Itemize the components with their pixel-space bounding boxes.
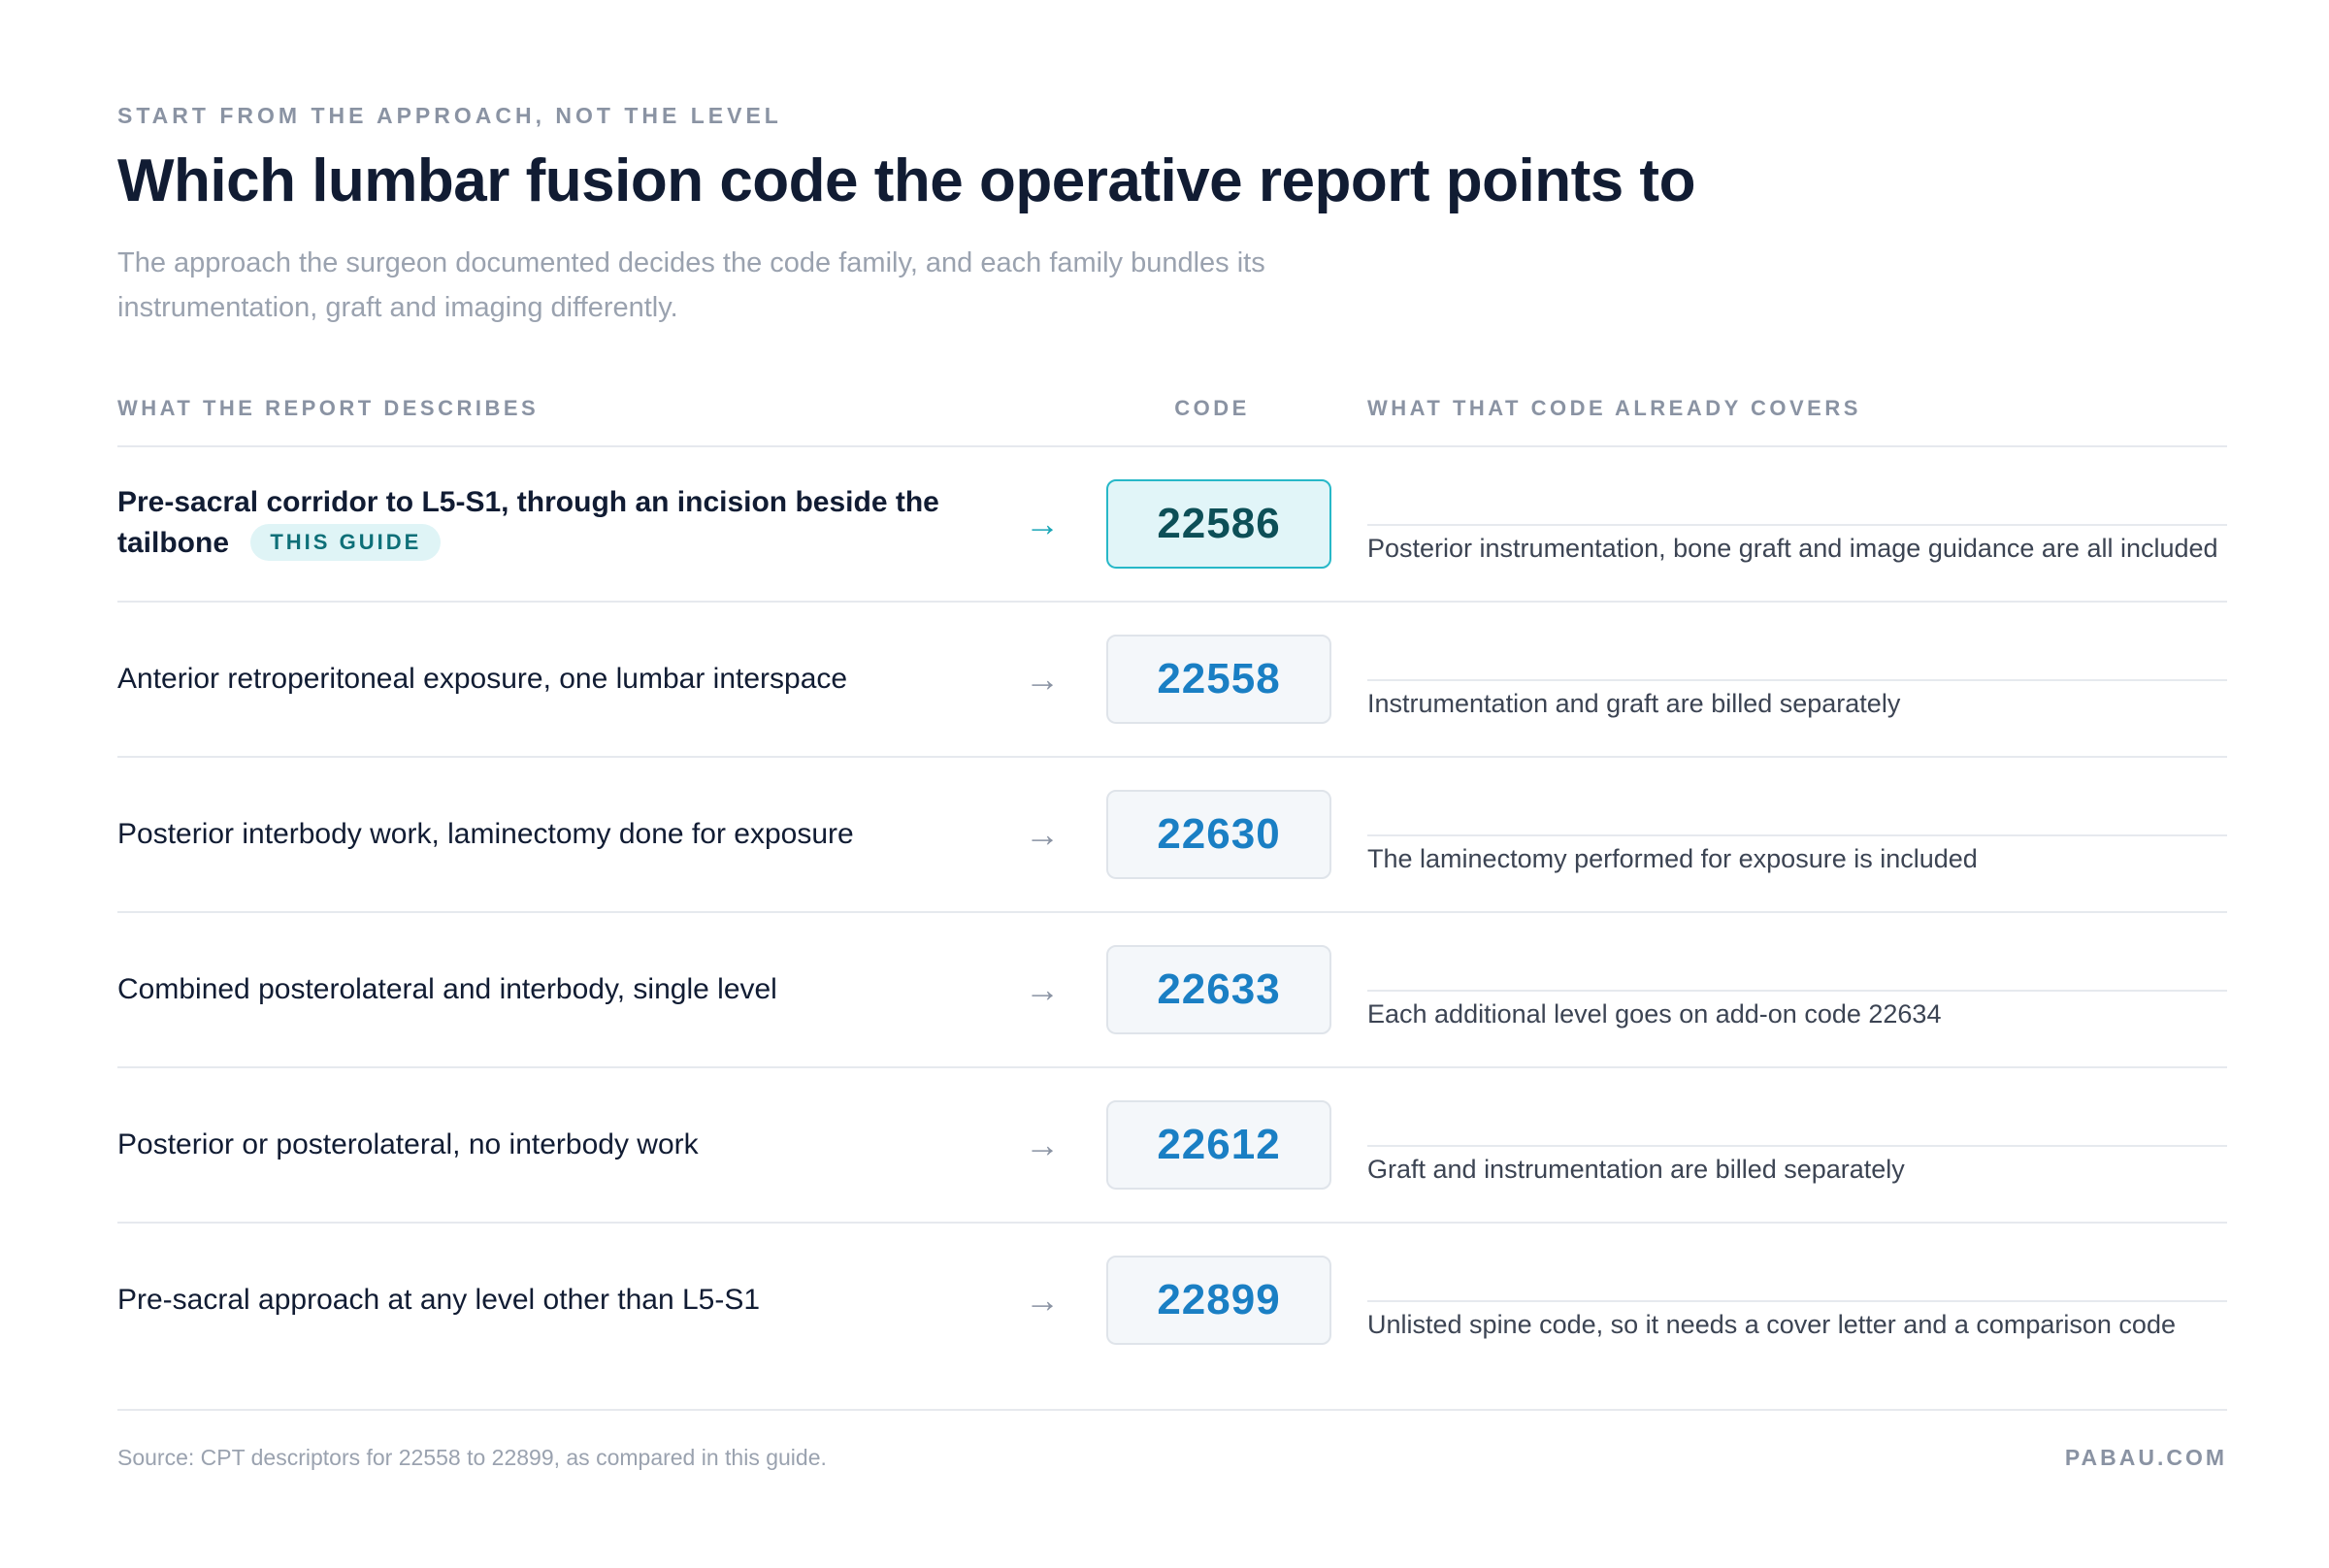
page-title: Which lumbar fusion code the operative r…: [117, 147, 1695, 214]
column-header-describes: WHAT THE REPORT DESCRIBES: [117, 396, 540, 420]
row-description: Pre-sacral approach at any level other t…: [117, 1284, 761, 1316]
row-description: Posterior interbody work, laminectomy do…: [117, 818, 854, 850]
code-table: Pre-sacral corridor to L5-S1, through an…: [117, 445, 2227, 1377]
table-row: Pre-sacral approach at any level other t…: [117, 1222, 2227, 1377]
table-row: Posterior interbody work, laminectomy do…: [117, 756, 2227, 911]
row-description: Anterior retroperitoneal exposure, one l…: [117, 663, 848, 695]
code-chip: 22558: [1106, 635, 1331, 724]
page-subtitle: The approach the surgeon documented deci…: [117, 247, 1265, 323]
row-description-text: Pre-sacral corridor to L5-S1, through an…: [117, 486, 939, 559]
footer-divider: [117, 1409, 2227, 1411]
eyebrow: START FROM THE APPROACH, NOT THE LEVEL: [117, 103, 782, 128]
row-covers: Graft and instrumentation are billed sep…: [1367, 1145, 2227, 1186]
table-row: Pre-sacral corridor to L5-S1, through an…: [117, 445, 2227, 601]
table-row: Anterior retroperitoneal exposure, one l…: [117, 601, 2227, 756]
arrow-right-icon: →: [1025, 504, 1060, 543]
brand-link[interactable]: PABAU.COM: [2064, 1445, 2227, 1470]
row-covers: The laminectomy performed for exposure i…: [1367, 834, 2227, 875]
table-row: Posterior or posterolateral, no interbod…: [117, 1066, 2227, 1222]
table-header: WHAT THE REPORT DESCRIBES CODE WHAT THAT…: [117, 396, 2227, 433]
code-chip: 22630: [1106, 790, 1331, 879]
arrow-right-icon: →: [1025, 1280, 1060, 1320]
source-note: Source: CPT descriptors for 22558 to 228…: [117, 1445, 827, 1470]
row-description: Pre-sacral corridor to L5-S1, through an…: [117, 482, 991, 564]
arrow-right-icon: →: [1025, 659, 1060, 699]
code-chip: 22586: [1106, 479, 1331, 569]
row-description: Posterior or posterolateral, no interbod…: [117, 1128, 699, 1160]
row-covers: Each additional level goes on add-on cod…: [1367, 990, 2227, 1030]
column-header-code: CODE: [1174, 396, 1250, 420]
table-row: Combined posterolateral and interbody, s…: [117, 911, 2227, 1066]
code-chip: 22612: [1106, 1100, 1331, 1190]
row-covers: Instrumentation and graft are billed sep…: [1367, 679, 2227, 720]
row-description: Combined posterolateral and interbody, s…: [117, 973, 777, 1005]
column-header-covers: WHAT THAT CODE ALREADY COVERS: [1367, 396, 1861, 420]
code-chip: 22899: [1106, 1256, 1331, 1345]
arrow-right-icon: →: [1025, 969, 1060, 1009]
arrow-right-icon: →: [1025, 814, 1060, 854]
row-covers: Unlisted spine code, so it needs a cover…: [1367, 1300, 2227, 1341]
row-covers: Posterior instrumentation, bone graft an…: [1367, 524, 2227, 565]
this-guide-badge: THIS GUIDE: [250, 524, 442, 561]
code-chip: 22633: [1106, 945, 1331, 1034]
arrow-right-icon: →: [1025, 1125, 1060, 1164]
